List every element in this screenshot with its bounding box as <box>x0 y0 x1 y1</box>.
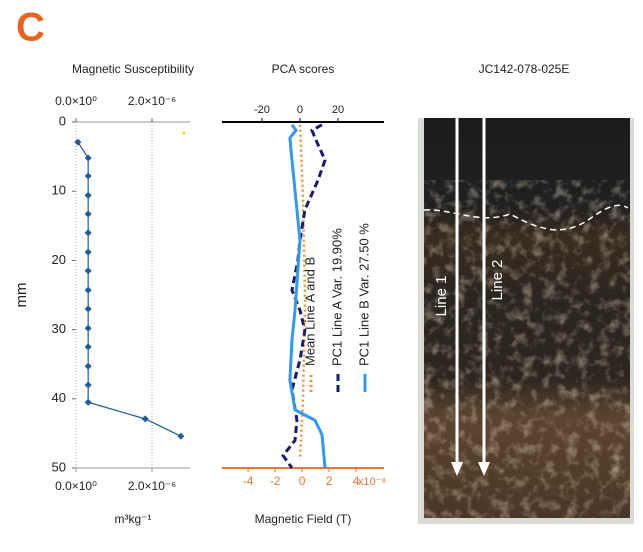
x-tick-label: -4 <box>243 474 254 488</box>
x-tick-label: 0 <box>299 474 306 488</box>
x-tick-label: 2 <box>326 474 333 488</box>
point <box>85 211 92 218</box>
y-tick-label: 40 <box>52 390 66 405</box>
line-label: Line 2 <box>489 260 506 301</box>
x-tick-label: 0.0×10⁰ <box>55 479 97 493</box>
y-tick-label: 10 <box>52 183 66 198</box>
y-axis-label: mm <box>13 283 30 308</box>
point <box>182 132 185 135</box>
photo-title: JC142-078-025E <box>479 62 570 76</box>
point <box>85 363 92 370</box>
point <box>85 325 92 332</box>
x2-tick-label: -20 <box>254 104 270 116</box>
point <box>85 287 92 294</box>
chart-title: PCA scores <box>272 62 335 76</box>
point <box>85 229 92 236</box>
point <box>85 305 92 312</box>
x-tick-label: -2 <box>270 474 281 488</box>
x-tick-label: 2.0×10⁻⁶ <box>128 479 176 493</box>
point <box>85 381 92 388</box>
y-tick-label: 50 <box>52 459 66 474</box>
core-photo: Line 1 Line 2 JC142-078-025E <box>418 62 634 524</box>
x-axis-label: Magnetic Field (T) <box>255 512 352 526</box>
point <box>85 154 92 161</box>
legend-label: PC1 Line B Var. 27.50 % <box>356 223 371 366</box>
panel-label: C <box>16 6 45 50</box>
line-label: Line 1 <box>433 276 450 317</box>
x-tick-label-top: 2.0×10⁻⁶ <box>128 94 176 108</box>
point <box>85 343 92 350</box>
chart-title: Magnetic Susceptibility <box>72 62 194 76</box>
x-axis-label: m³kg⁻¹ <box>115 512 152 526</box>
point <box>177 433 184 440</box>
legend-label: PC1 Line A Var. 19.90% <box>329 228 344 366</box>
x2-tick-label: 20 <box>332 104 344 116</box>
series-line <box>78 142 181 436</box>
legend-label: Mean Line A and B <box>302 257 317 366</box>
point <box>74 139 81 146</box>
point <box>142 415 149 422</box>
figure: C Line 1 Line 2 JC142-078-025E Magnetic … <box>0 0 643 552</box>
x-tick-label-top: 0.0×10⁰ <box>55 94 97 108</box>
point <box>85 399 92 406</box>
point <box>85 267 92 274</box>
x-multiplier: x10⁻⁸ <box>358 476 386 488</box>
point <box>85 172 92 179</box>
y-tick-label: 30 <box>52 321 66 336</box>
y-tick-label: 20 <box>52 252 66 267</box>
point <box>85 249 92 256</box>
y-tick-label: 0 <box>59 113 66 128</box>
point <box>85 192 92 199</box>
x2-tick-label: 0 <box>297 104 303 116</box>
